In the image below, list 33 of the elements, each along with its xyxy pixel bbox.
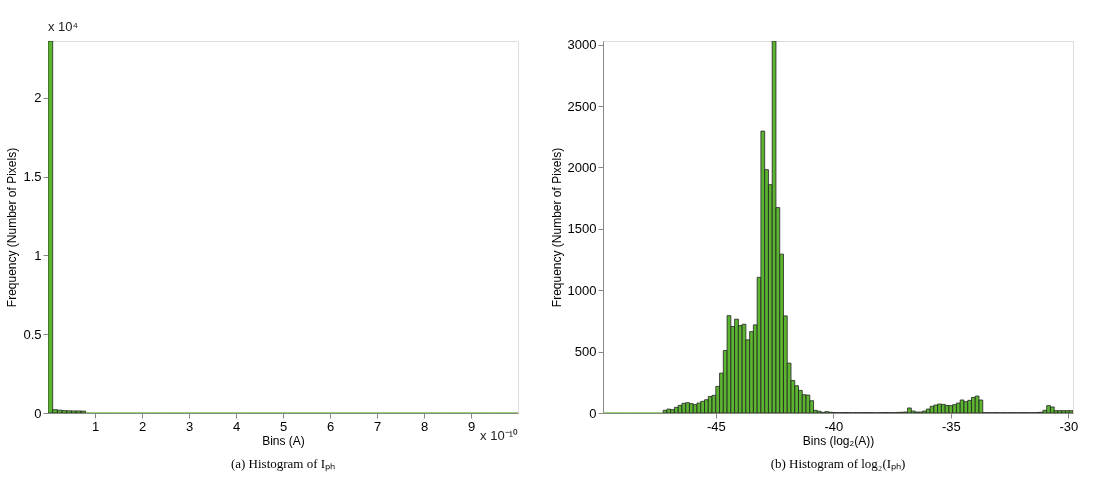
x-tick-label: 2 (138, 418, 147, 434)
y-tick-label: 500 (574, 344, 597, 360)
y-axis-title: Frequency (Number of Pixels) (5, 147, 20, 308)
x-axis-title: Bins (log₂(A)) (802, 433, 875, 448)
x-tick-label: 7 (373, 418, 382, 434)
x-tick-label: -35 (941, 418, 961, 434)
y-axis-title: Frequency (Number of Pixels) (549, 147, 564, 308)
y-tick-label: 1500 (567, 221, 597, 237)
y-tick-label: 2 (34, 90, 42, 106)
y-tick-label: 2500 (567, 98, 597, 114)
x-tick-label: 4 (232, 418, 241, 434)
text: x 10⁴ (48, 19, 79, 34)
y-tick-label: 1.5 (23, 169, 42, 185)
text: (a) Histogram of Iₚₕ (230, 456, 336, 472)
y-tick-label: 0.5 (23, 326, 42, 342)
x-tick-label: 1 (91, 418, 100, 434)
y-tick-label: 1000 (567, 282, 597, 298)
x-tick-label: -45 (706, 418, 726, 434)
x-axis-title: Bins (A) (262, 433, 305, 448)
text: x 10⁻¹⁰ (480, 428, 518, 443)
y-tick-label: 0 (34, 405, 42, 421)
text: (b) Histogram of log₂(Iₚₕ) (770, 456, 906, 472)
x-tick-label: 9 (467, 418, 476, 434)
x-tick-label: 3 (185, 418, 194, 434)
x-tick-label: 8 (420, 418, 429, 434)
y-tick-label: 1 (34, 247, 42, 263)
y-tick-label: 3000 (567, 37, 597, 53)
x-tick-label: 6 (326, 418, 335, 434)
x-tick-label: -40 (824, 418, 844, 434)
x-tick-label: 5 (279, 418, 288, 434)
x-tick-label: -30 (1059, 418, 1079, 434)
y-tick-label: 2000 (567, 159, 597, 175)
y-tick-label: 0 (589, 405, 597, 421)
